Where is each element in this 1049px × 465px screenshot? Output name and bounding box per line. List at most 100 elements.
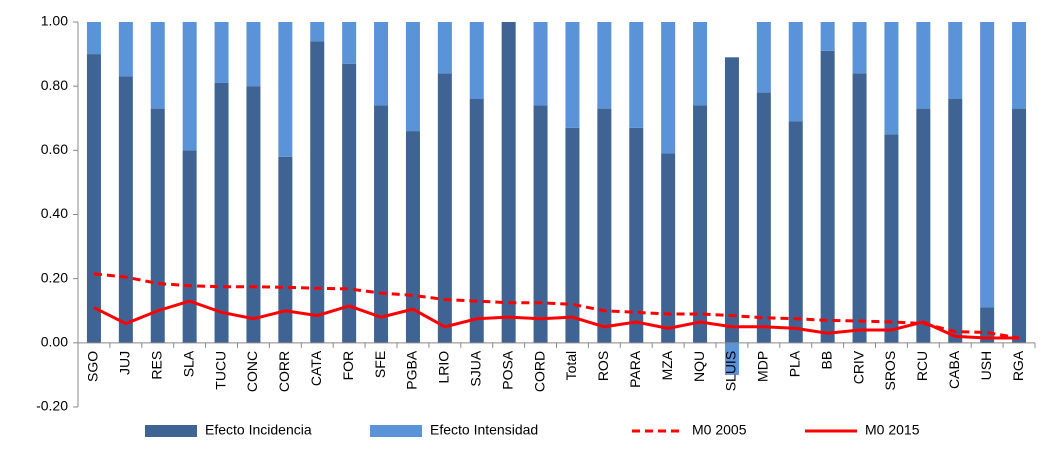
bar xyxy=(310,22,325,42)
x-tick-label: CONC xyxy=(244,351,260,392)
bar xyxy=(214,22,229,83)
bar xyxy=(246,22,261,87)
x-tick-label: CORD xyxy=(531,351,547,392)
y-tick-label: -0.20 xyxy=(36,398,68,414)
bar xyxy=(948,22,963,99)
bar xyxy=(533,105,548,343)
bar xyxy=(756,92,771,343)
x-tick-label: SLA xyxy=(180,350,196,377)
bar xyxy=(661,153,676,343)
x-tick-label: MDP xyxy=(755,351,771,382)
bar xyxy=(310,41,325,343)
line xyxy=(93,272,1020,340)
x-tick-label: ROS xyxy=(595,351,611,381)
x-tick-label: CABA xyxy=(946,350,962,389)
x-tick-label: RES xyxy=(148,351,164,380)
bar xyxy=(693,105,708,343)
x-tick-label: MZA xyxy=(659,350,675,380)
x-tick-label: BB xyxy=(818,351,834,370)
y-tick-label: 0.00 xyxy=(41,334,68,350)
bar xyxy=(916,22,931,109)
x-tick-label: RCU xyxy=(914,351,930,381)
bar xyxy=(533,22,548,106)
bar xyxy=(469,99,484,343)
bar xyxy=(852,73,867,343)
legend-label: M0 2015 xyxy=(865,422,920,438)
bar xyxy=(437,22,452,74)
bar xyxy=(565,22,580,128)
bar xyxy=(724,57,739,343)
bar xyxy=(405,131,420,343)
bar xyxy=(1012,108,1027,343)
x-tick-label: Total xyxy=(563,351,579,381)
bar xyxy=(469,22,484,99)
bar xyxy=(246,86,261,343)
x-tick-label: TUCU xyxy=(212,351,228,390)
x-tick-label: PARA xyxy=(627,350,643,388)
line xyxy=(93,299,1020,340)
x-tick-label: SROS xyxy=(882,351,898,391)
bar xyxy=(214,82,229,343)
legend-swatch xyxy=(370,425,422,437)
y-tick-label: 0.40 xyxy=(41,205,68,221)
bar xyxy=(437,73,452,343)
bar xyxy=(788,121,803,343)
bar xyxy=(1012,22,1027,109)
bar xyxy=(278,156,293,343)
bar xyxy=(182,22,197,151)
bar xyxy=(756,22,771,93)
bar xyxy=(278,22,293,157)
bar xyxy=(884,134,899,343)
legend-swatch xyxy=(145,425,197,437)
bar xyxy=(374,105,389,343)
legend-label: M0 2005 xyxy=(692,422,747,438)
x-tick-label: CRIV xyxy=(850,350,866,384)
bar xyxy=(118,22,133,77)
bar xyxy=(629,22,644,128)
x-tick-label: CATA xyxy=(308,350,324,386)
bar xyxy=(724,342,739,375)
x-tick-label: SGO xyxy=(85,351,101,382)
bar xyxy=(150,22,165,109)
y-tick-label: 0.80 xyxy=(41,77,68,93)
x-tick-label: SLUIS xyxy=(723,351,739,391)
bar xyxy=(150,108,165,343)
legend-label: Efecto Intensidad xyxy=(430,422,538,438)
y-tick-label: 1.00 xyxy=(41,13,68,29)
x-tick-label: PGBA xyxy=(404,350,420,390)
bar xyxy=(342,22,357,64)
x-tick-label: SJUA xyxy=(467,350,483,386)
bar xyxy=(884,22,899,135)
x-tick-label: NQU xyxy=(691,351,707,382)
x-tick-label: CORR xyxy=(276,351,292,392)
y-tick-label: 0.20 xyxy=(41,269,68,285)
bar xyxy=(820,50,835,343)
x-tick-label: JUJ xyxy=(117,351,133,375)
bar xyxy=(820,22,835,51)
bar xyxy=(405,22,420,132)
bar xyxy=(86,54,101,343)
x-tick-label: POSA xyxy=(499,350,515,390)
x-tick-label: USH xyxy=(978,351,994,381)
bar xyxy=(661,22,676,154)
bar xyxy=(374,22,389,106)
x-tick-label: SFE xyxy=(372,351,388,378)
bar xyxy=(916,108,931,343)
x-tick-label: FOR xyxy=(340,351,356,381)
y-tick-label: 0.60 xyxy=(41,141,68,157)
bar xyxy=(629,127,644,343)
x-tick-label: RGA xyxy=(1010,350,1026,381)
bar xyxy=(182,150,197,343)
bar xyxy=(852,22,867,74)
bar xyxy=(948,99,963,343)
bar xyxy=(118,76,133,343)
x-tick-label: PLA xyxy=(786,350,802,377)
legend-label: Efecto Incidencia xyxy=(205,422,312,438)
bar xyxy=(693,22,708,106)
bar xyxy=(597,108,612,343)
bar xyxy=(86,22,101,55)
bar xyxy=(597,22,612,109)
bar xyxy=(501,22,516,343)
bar xyxy=(980,22,995,308)
